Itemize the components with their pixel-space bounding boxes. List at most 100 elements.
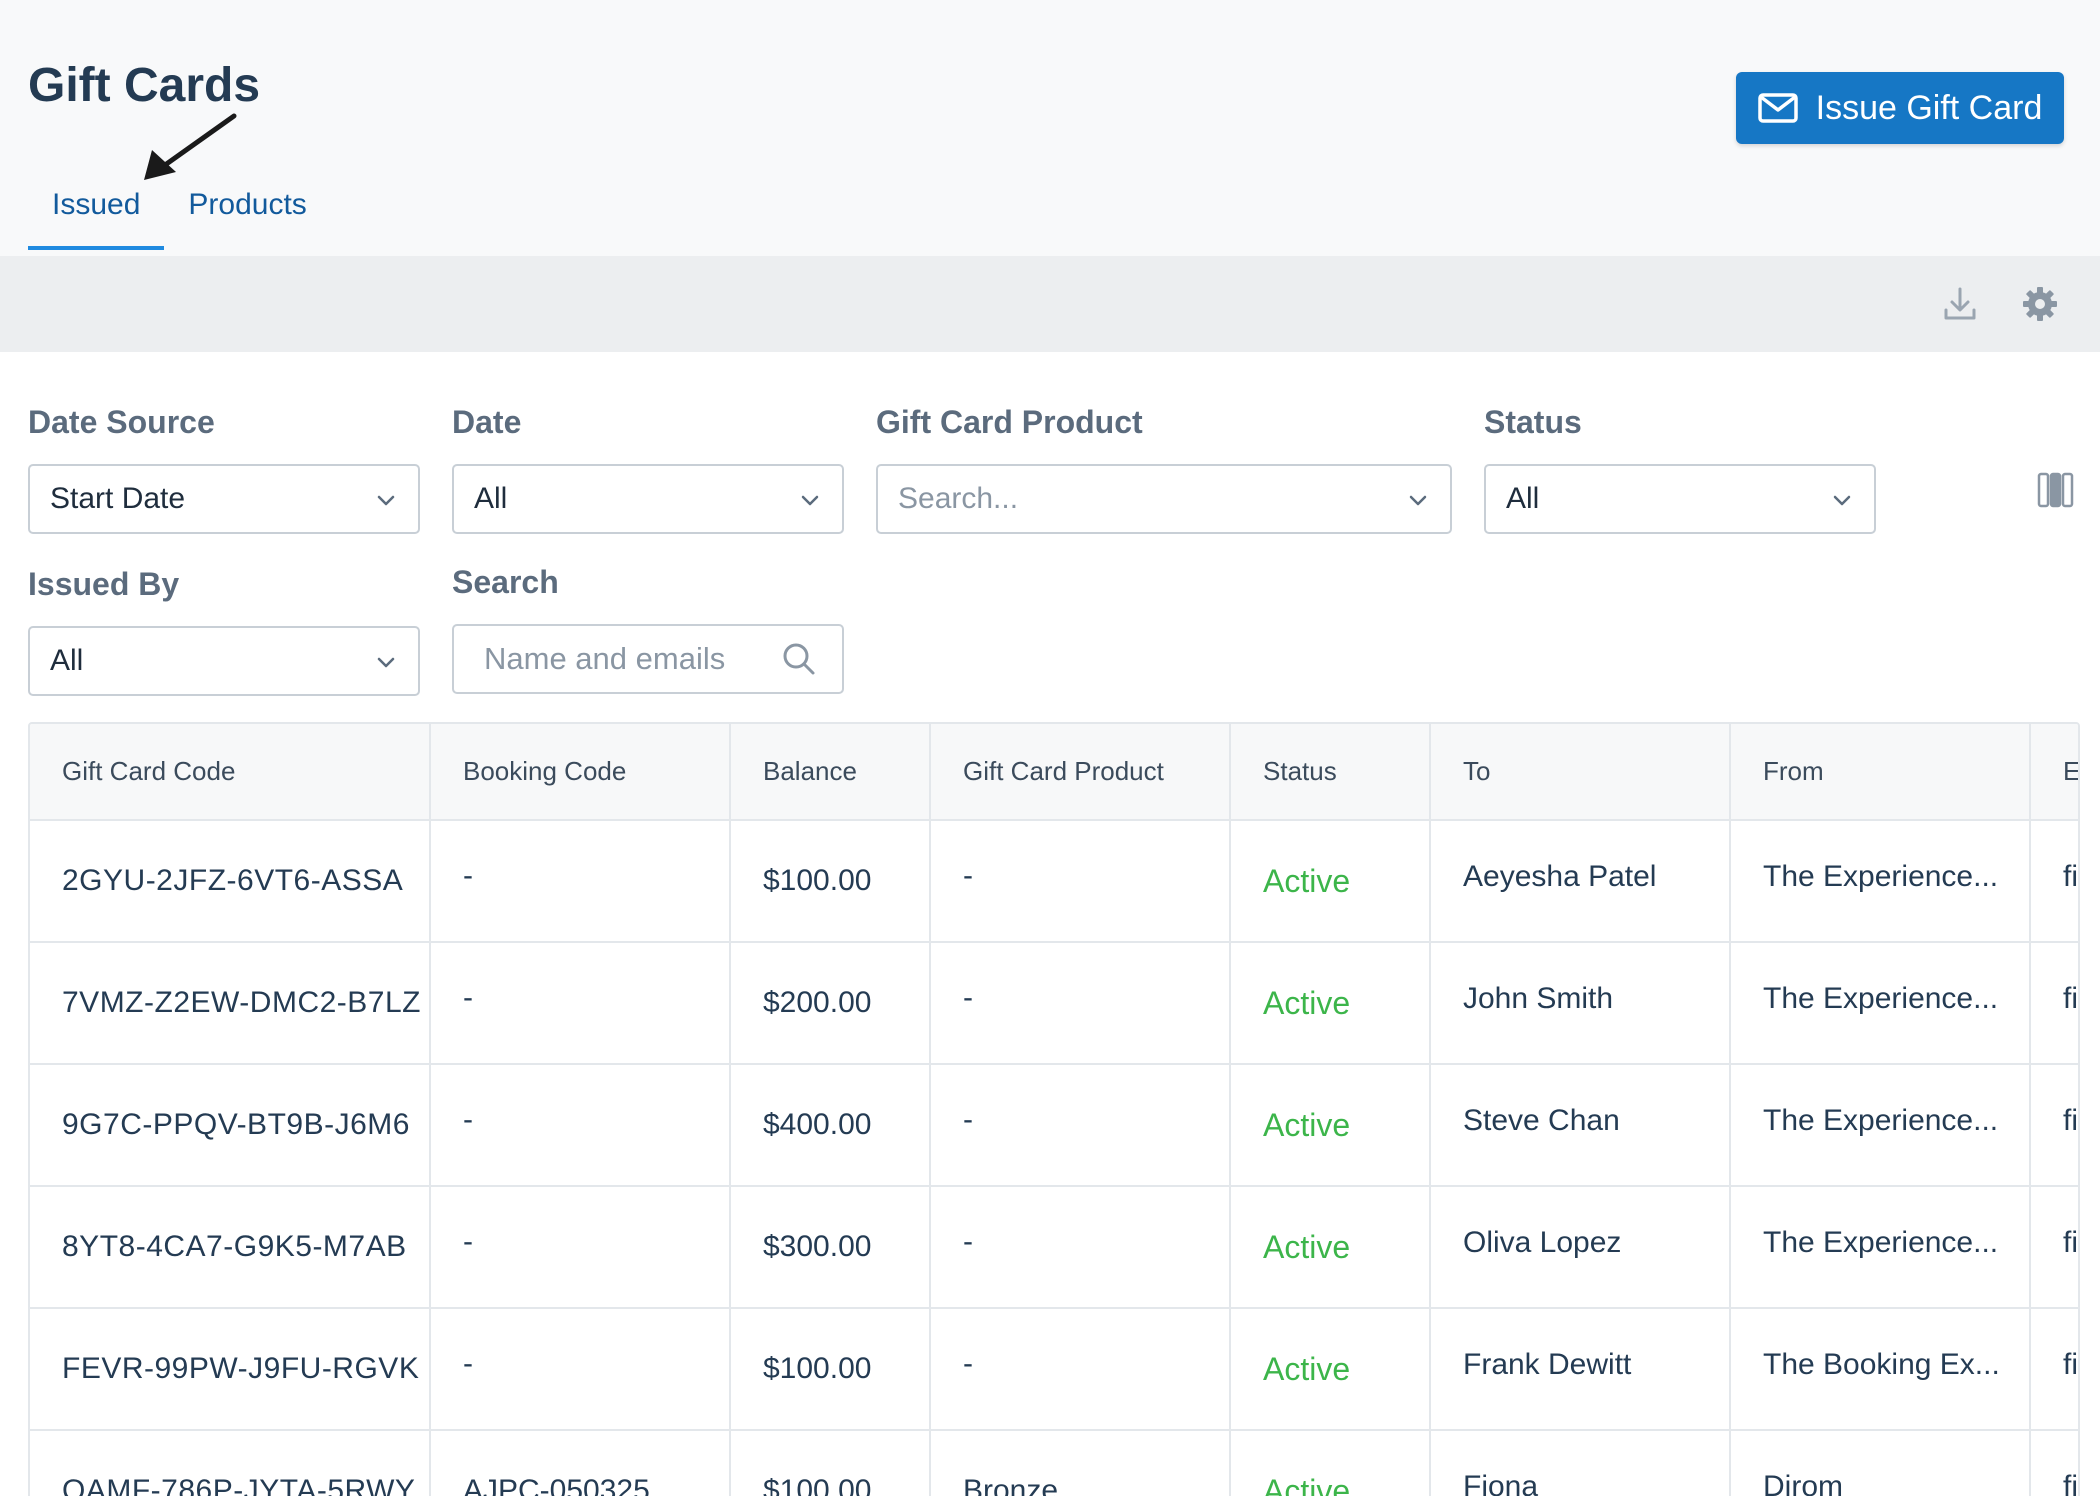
truncated-cell: fi (2030, 1430, 2078, 1496)
status-cell: Active (1230, 1064, 1431, 1187)
envelope-icon (1757, 93, 1798, 123)
truncated-cell: fi (2030, 942, 2078, 1065)
gear-icon[interactable] (2020, 284, 2060, 324)
balance: $100.00 (730, 1430, 931, 1496)
status-cell: Active (1230, 1308, 1431, 1431)
to-cell: Oliva Lopez (1430, 1186, 1731, 1309)
column-header[interactable]: Status (1230, 724, 1431, 821)
truncated-cell: fi (2030, 1186, 2078, 1309)
to-cell: Steve Chan (1430, 1064, 1731, 1187)
gift-card-product-placeholder: Search... (898, 482, 1019, 515)
gift-card-code: 8YT8-4CA7-G9K5-M7AB (30, 1186, 431, 1309)
chevron-down-icon (377, 495, 395, 506)
status-label: Status (1484, 404, 1582, 440)
gift-cards-table: Gift Card Code Booking Code Balance Gift… (28, 722, 2080, 1496)
status-cell: Active (1230, 942, 1431, 1065)
issued-by-value: All (50, 644, 84, 677)
search-input[interactable] (484, 641, 774, 677)
columns-icon[interactable] (2036, 470, 2076, 510)
truncated-cell: fi (2030, 820, 2078, 943)
table-header-row: Gift Card Code Booking Code Balance Gift… (30, 724, 2078, 821)
table-row[interactable]: 8YT8-4CA7-G9K5-M7AB - $300.00 - Active O… (30, 1186, 2078, 1309)
from-cell: The Experience... (1730, 1186, 2031, 1309)
column-header[interactable]: E (2030, 724, 2078, 821)
download-icon[interactable] (1940, 284, 1980, 324)
balance: $200.00 (730, 942, 931, 1065)
page-header: Gift Cards Issue Gift Card Issued Produc… (0, 0, 2100, 256)
from-cell: Dirom (1730, 1430, 2031, 1496)
gift-card-code: 9G7C-PPQV-BT9B-J6M6 (30, 1064, 431, 1187)
gift-card-product: - (930, 1308, 1231, 1431)
chevron-down-icon (1409, 495, 1427, 506)
issued-by-select[interactable]: All (28, 626, 420, 696)
column-header[interactable]: Booking Code (430, 724, 731, 821)
chevron-down-icon (377, 657, 395, 668)
booking-code: AJPC-050325 (430, 1430, 731, 1496)
to-cell: Aeyesha Patel (1430, 820, 1731, 943)
page-title: Gift Cards (28, 59, 261, 112)
status-select[interactable]: All (1484, 464, 1876, 534)
date-source-value: Start Date (50, 482, 186, 515)
from-cell: The Booking Ex... (1730, 1308, 2031, 1431)
gift-card-product-label: Gift Card Product (876, 404, 1143, 440)
gift-card-product: - (930, 942, 1231, 1065)
tab-products[interactable]: Products (188, 188, 307, 221)
to-cell: Fiona (1430, 1430, 1731, 1496)
status-cell: Active (1230, 1430, 1431, 1496)
table-row[interactable]: 2GYU-2JFZ-6VT6-ASSA - $100.00 - Active A… (30, 820, 2078, 943)
search-label: Search (452, 564, 559, 600)
table-row[interactable]: FEVR-99PW-J9FU-RGVK - $100.00 - Active F… (30, 1308, 2078, 1431)
status-cell: Active (1230, 1186, 1431, 1309)
balance: $100.00 (730, 820, 931, 943)
gift-card-product: Bronze (930, 1430, 1231, 1496)
chevron-down-icon (1833, 495, 1851, 506)
chevron-down-icon (801, 495, 819, 506)
to-cell: John Smith (1430, 942, 1731, 1065)
gift-card-product: - (930, 820, 1231, 943)
gift-card-code: 7VMZ-Z2EW-DMC2-B7LZ (30, 942, 431, 1065)
issue-gift-card-label: Issue Gift Card (1815, 88, 2043, 127)
gift-card-product-select[interactable]: Search... (876, 464, 1452, 534)
booking-code: - (430, 820, 731, 943)
gift-card-code: QAMF-786P-JYTA-5RWY (30, 1430, 431, 1496)
date-source-label: Date Source (28, 404, 215, 440)
column-header[interactable]: Gift Card Code (30, 724, 431, 821)
column-header[interactable]: Balance (730, 724, 931, 821)
tab-issued[interactable]: Issued (28, 180, 165, 250)
issued-by-label: Issued By (28, 566, 180, 602)
booking-code: - (430, 1064, 731, 1187)
annotation-arrow-icon (144, 113, 237, 180)
truncated-cell: fi (2030, 1308, 2078, 1431)
date-source-select[interactable]: Start Date (28, 464, 420, 534)
date-value: All (474, 482, 508, 515)
table-toolbar (0, 256, 2100, 352)
gift-card-product: - (930, 1064, 1231, 1187)
table-row[interactable]: 7VMZ-Z2EW-DMC2-B7LZ - $200.00 - Active J… (30, 942, 2078, 1065)
gift-card-code: FEVR-99PW-J9FU-RGVK (30, 1308, 431, 1431)
date-select[interactable]: All (452, 464, 844, 534)
table-row[interactable]: QAMF-786P-JYTA-5RWY AJPC-050325 $100.00 … (30, 1430, 2078, 1496)
status-cell: Active (1230, 820, 1431, 943)
truncated-cell: fi (2030, 1064, 2078, 1187)
booking-code: - (430, 1308, 731, 1431)
status-value: All (1506, 482, 1540, 515)
balance: $100.00 (730, 1308, 931, 1431)
booking-code: - (430, 1186, 731, 1309)
table-row[interactable]: 9G7C-PPQV-BT9B-J6M6 - $400.00 - Active S… (30, 1064, 2078, 1187)
from-cell: The Experience... (1730, 1064, 2031, 1187)
balance: $300.00 (730, 1186, 931, 1309)
issue-gift-card-button[interactable]: Issue Gift Card (1736, 72, 2064, 144)
balance: $400.00 (730, 1064, 931, 1187)
search-icon[interactable] (782, 642, 816, 676)
column-header[interactable]: Gift Card Product (930, 724, 1231, 821)
column-header[interactable]: To (1430, 724, 1731, 821)
booking-code: - (430, 942, 731, 1065)
to-cell: Frank Dewitt (1430, 1308, 1731, 1431)
date-label: Date (452, 404, 522, 440)
tab-bar: Issued Products (28, 180, 331, 250)
gift-card-code: 2GYU-2JFZ-6VT6-ASSA (30, 820, 431, 943)
search-field (452, 624, 844, 694)
from-cell: The Experience... (1730, 942, 2031, 1065)
column-header[interactable]: From (1730, 724, 2031, 821)
from-cell: The Experience... (1730, 820, 2031, 943)
